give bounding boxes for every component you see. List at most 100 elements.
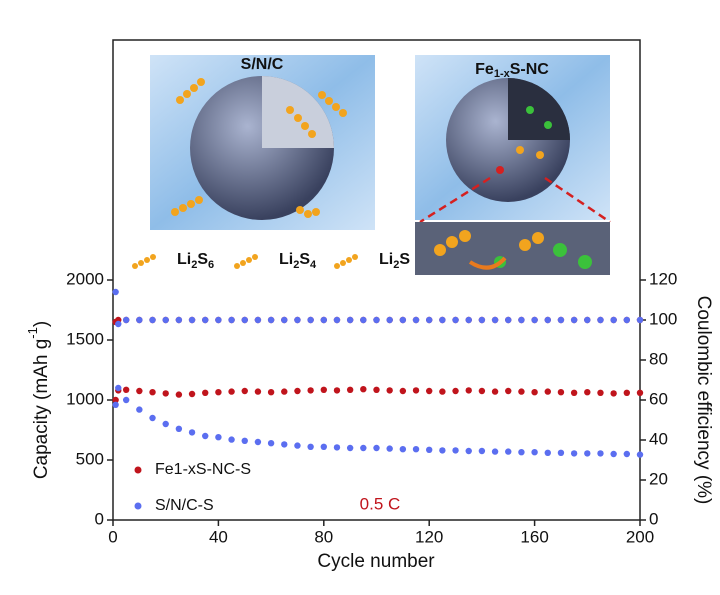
legend-marker <box>134 466 142 474</box>
data-point <box>636 389 644 396</box>
data-point <box>112 288 119 296</box>
molecule-icon <box>340 260 346 266</box>
data-point <box>254 438 262 446</box>
data-point <box>241 437 248 444</box>
data-point <box>478 316 486 324</box>
data-point <box>412 387 420 394</box>
molecule-legend: Li2S6 Li2S4 Li2S <box>132 251 410 271</box>
data-point <box>360 386 367 393</box>
inset-title: Fe1-xS-NC <box>475 61 549 80</box>
data-point <box>531 389 538 396</box>
data-point <box>202 316 209 324</box>
data-point <box>162 390 169 397</box>
data-point <box>112 401 119 408</box>
data-point <box>452 316 459 324</box>
data-point <box>386 387 393 394</box>
molecule-icon <box>334 263 340 269</box>
molecule-icon <box>150 254 156 260</box>
inset-title: S/N/C <box>241 56 284 73</box>
x-tick-label: 160 <box>520 527 548 546</box>
data-point <box>115 384 122 392</box>
data-point <box>373 444 380 452</box>
data-point <box>188 390 196 398</box>
data-point <box>307 387 314 394</box>
data-point <box>136 406 143 413</box>
molecule-part: Li <box>379 251 393 268</box>
data-point <box>610 316 617 324</box>
molecule-icon <box>144 257 150 263</box>
right-inset: Fe1-xS-NC <box>415 55 611 275</box>
inset-title-part: S-NC <box>510 61 550 78</box>
data-point <box>426 316 433 324</box>
data-point <box>267 389 275 396</box>
data-point <box>597 389 604 396</box>
data-point <box>228 316 235 324</box>
data-point <box>346 444 354 452</box>
data-point <box>426 446 433 453</box>
data-point <box>254 388 262 395</box>
data-point <box>294 387 301 395</box>
data-point <box>228 388 235 395</box>
data-point <box>623 316 631 324</box>
y-label-sup: -1 <box>25 327 40 339</box>
data-point <box>531 449 538 456</box>
data-point <box>281 388 288 395</box>
data-point <box>373 386 380 393</box>
y2-tick-label: 80 <box>649 349 668 368</box>
molecule-part: Li <box>279 251 293 268</box>
data-point <box>465 316 472 324</box>
data-point <box>465 387 472 394</box>
y2-tick-label: 20 <box>649 469 668 488</box>
data-point <box>610 390 617 397</box>
data-point <box>149 389 156 396</box>
molecule-icon <box>138 260 144 266</box>
x-tick-label: 80 <box>314 527 333 546</box>
data-point <box>439 388 446 395</box>
data-point <box>188 429 196 436</box>
y-axis-label: Capacity (mAh g-1) <box>25 321 52 479</box>
data-point <box>478 447 486 455</box>
data-point <box>386 316 393 324</box>
data-point <box>636 316 644 324</box>
data-point <box>399 446 407 453</box>
data-point <box>215 316 222 324</box>
legend-label: S/N/C-S <box>155 497 214 514</box>
data-point <box>597 450 604 457</box>
data-point <box>281 316 288 324</box>
data-point <box>346 316 354 324</box>
data-point <box>122 396 130 404</box>
y-axis-label-text: Capacity (mAh g-1) <box>25 321 52 479</box>
molecule-icon <box>352 254 358 260</box>
data-point <box>491 448 499 455</box>
data-point <box>333 444 341 451</box>
data-point <box>202 432 209 440</box>
data-point <box>452 447 459 454</box>
zoom-line <box>419 176 491 224</box>
data-point <box>307 443 314 450</box>
data-point <box>610 450 617 458</box>
x-tick-label: 200 <box>626 527 654 546</box>
inset-title-part: Fe <box>475 61 494 78</box>
data-point <box>320 316 327 324</box>
data-point <box>320 443 327 450</box>
data-point <box>267 440 275 447</box>
data-point <box>412 446 420 453</box>
data-point <box>570 316 578 324</box>
data-point <box>122 386 130 393</box>
molecule-icon <box>252 254 258 260</box>
x-tick-label: 120 <box>415 527 443 546</box>
y-label-main: Capacity (mAh g <box>31 339 52 479</box>
data-point <box>584 389 591 396</box>
data-point <box>452 387 459 395</box>
data-point <box>333 316 341 324</box>
y-tick-label: 2000 <box>66 269 104 288</box>
zoom-box <box>415 222 610 275</box>
x-tick-label: 40 <box>209 527 228 546</box>
data-point <box>399 387 407 395</box>
molecule-label: Li2S <box>379 251 410 271</box>
data-point <box>505 316 512 324</box>
molecules-deco <box>171 78 347 218</box>
molecule-sub: 2 <box>191 259 197 271</box>
data-point <box>294 316 301 324</box>
